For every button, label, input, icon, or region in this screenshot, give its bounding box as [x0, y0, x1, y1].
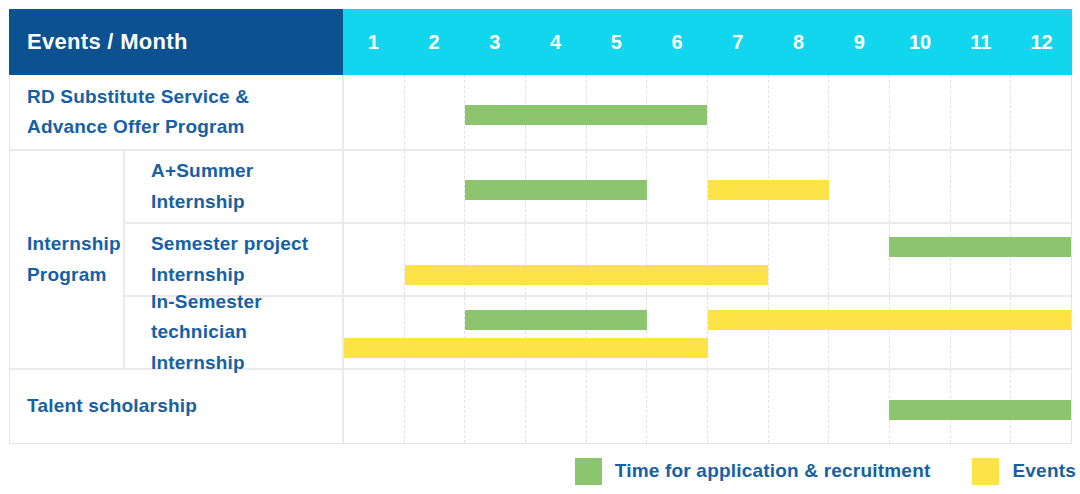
timeline-cell [344, 297, 1071, 368]
grid-cell [829, 224, 890, 295]
grid-cell [708, 297, 769, 368]
application-bar [465, 310, 647, 330]
row-label-cell: A+Summer Internship [125, 151, 344, 222]
grid-cell [1011, 224, 1071, 295]
events-color-swatch [972, 458, 999, 485]
row-label-cell: RD Substitute Service & Advance Offer Pr… [10, 75, 344, 149]
application-bar [889, 237, 1071, 257]
grid-cell [951, 151, 1012, 222]
grid-cell [769, 224, 830, 295]
row-label: Talent scholarship [27, 391, 197, 421]
row-a-summer-internship: A+Summer Internship [125, 151, 1071, 222]
table-title: Events / Month [27, 29, 188, 55]
month-header-4: 4 [525, 9, 586, 75]
month-header-6: 6 [647, 9, 708, 75]
group-subrows: A+Summer Internship Semester project Int… [125, 151, 1071, 368]
timeline-cell [344, 224, 1071, 295]
group-label-cell: Internship Program [10, 151, 125, 368]
legend-label-events: Events [1012, 460, 1076, 483]
legend: Time for application & recruitment Event… [575, 458, 1076, 485]
grid-cell [405, 151, 466, 222]
row-label-cell: Semester project Internship [125, 224, 344, 295]
events-bar [708, 310, 1072, 330]
row-label: A+Summer Internship [151, 156, 332, 217]
grid-cell [647, 151, 708, 222]
row-label-cell: Talent scholarship [10, 370, 344, 443]
grid-cell [405, 370, 466, 443]
grid-cell [1011, 151, 1071, 222]
grid-cell [769, 297, 830, 368]
grid-cell [829, 75, 890, 149]
events-bar [344, 338, 708, 358]
grid-cell [465, 370, 526, 443]
grid-cell [829, 151, 890, 222]
grid-cell [890, 151, 951, 222]
month-gridlines [344, 75, 1071, 149]
grid-cell [526, 370, 587, 443]
row-talent-scholarship: Talent scholarship [10, 368, 1071, 443]
group-label: Internship Program [27, 229, 123, 290]
grid-cell [708, 370, 769, 443]
table-header-row: Events / Month 1 2 3 4 5 6 7 8 9 10 11 1… [9, 9, 1072, 75]
month-header-7: 7 [708, 9, 769, 75]
grid-cell [890, 75, 951, 149]
row-label: RD Substitute Service & Advance Offer Pr… [27, 82, 318, 143]
legend-label-application: Time for application & recruitment [615, 460, 931, 483]
timeline-cell [344, 151, 1071, 222]
grid-cell [951, 224, 1012, 295]
grid-cell [1011, 75, 1071, 149]
month-header-10: 10 [890, 9, 951, 75]
grid-cell [951, 75, 1012, 149]
grid-cell [1011, 297, 1071, 368]
events-schedule-table: Events / Month 1 2 3 4 5 6 7 8 9 10 11 1… [9, 9, 1072, 444]
application-bar [465, 180, 647, 200]
application-bar [889, 400, 1071, 420]
timeline-cell [344, 370, 1071, 443]
events-bar [708, 180, 829, 200]
events-bar [405, 265, 769, 285]
row-in-semester-technician-internship: In-Semester technician Internship [125, 295, 1071, 368]
grid-cell [405, 75, 466, 149]
grid-cell [769, 370, 830, 443]
month-header-3: 3 [465, 9, 526, 75]
legend-item-events: Events [972, 458, 1076, 485]
row-label-cell: In-Semester technician Internship [125, 297, 344, 368]
table-body: RD Substitute Service & Advance Offer Pr… [9, 75, 1072, 444]
row-label: In-Semester technician Internship [151, 287, 332, 378]
legend-item-application: Time for application & recruitment [575, 458, 931, 485]
grid-cell [587, 370, 648, 443]
grid-cell [344, 370, 405, 443]
row-rd-substitute: RD Substitute Service & Advance Offer Pr… [10, 75, 1071, 149]
grid-cell [708, 75, 769, 149]
timeline-cell [344, 75, 1071, 149]
grid-cell [890, 224, 951, 295]
grid-cell [344, 224, 405, 295]
grid-cell [344, 75, 405, 149]
grid-cell [829, 370, 890, 443]
application-color-swatch [575, 458, 602, 485]
grid-cell [647, 370, 708, 443]
row-label: Semester project Internship [151, 229, 332, 290]
grid-cell [890, 297, 951, 368]
month-header-2: 2 [404, 9, 465, 75]
month-header-12: 12 [1011, 9, 1072, 75]
month-header-9: 9 [829, 9, 890, 75]
month-header-11: 11 [951, 9, 1012, 75]
grid-cell [951, 297, 1012, 368]
internship-program-group: Internship Program A+Summer Internship S… [10, 149, 1071, 368]
month-header-strip: 1 2 3 4 5 6 7 8 9 10 11 12 [343, 9, 1072, 75]
grid-cell [769, 75, 830, 149]
grid-cell [829, 297, 890, 368]
events-month-header-cell: Events / Month [9, 9, 343, 75]
month-header-5: 5 [586, 9, 647, 75]
month-header-1: 1 [343, 9, 404, 75]
application-bar [465, 105, 707, 125]
month-header-8: 8 [768, 9, 829, 75]
grid-cell [344, 151, 405, 222]
row-semester-project-internship: Semester project Internship [125, 222, 1071, 295]
